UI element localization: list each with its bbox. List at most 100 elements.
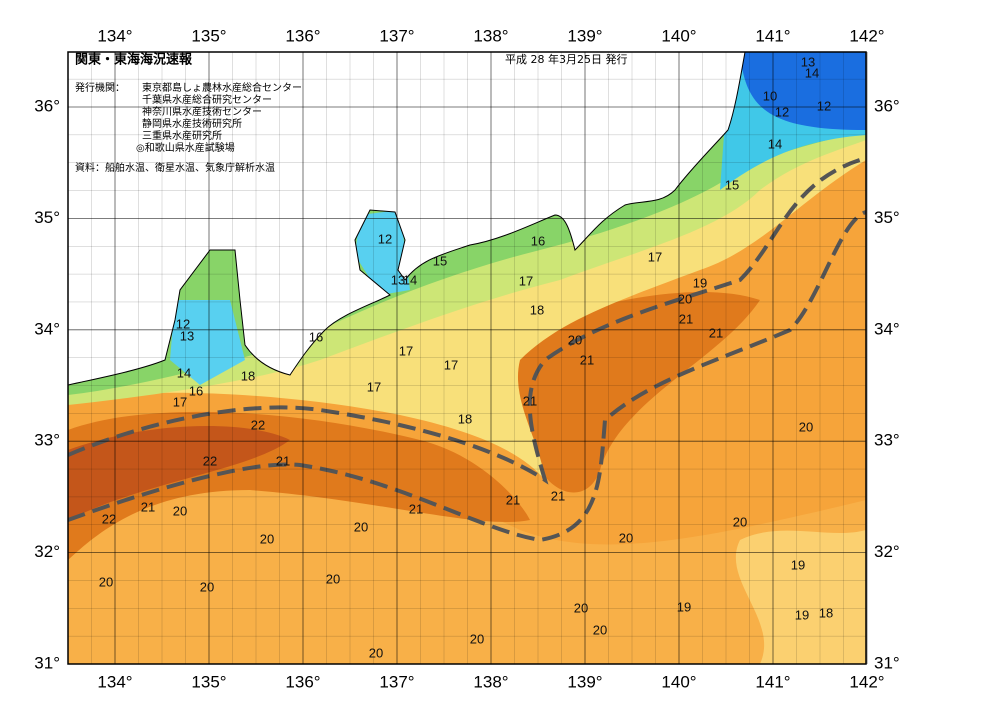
contour-label: 20	[369, 645, 383, 660]
lon-tick-label: 142°	[849, 672, 884, 691]
title: 関東・東海海況速報	[75, 52, 193, 68]
lon-tick-label: 141°	[755, 672, 790, 691]
contour-label: 20	[99, 574, 113, 589]
lon-tick-label: 140°	[661, 672, 696, 691]
contour-label: 20	[200, 579, 214, 594]
issuer: 静岡県水産技術研究所	[142, 117, 242, 130]
lat-tick-label: 31°	[34, 653, 60, 672]
contour-label: 13	[801, 54, 815, 69]
lat-tick-label: 34°	[34, 319, 60, 338]
contour-label: 20	[799, 419, 813, 434]
lon-tick-label: 139°	[567, 26, 602, 45]
bay	[355, 210, 410, 295]
lat-tick-label: 32°	[34, 542, 60, 561]
lat-tick-label: 36°	[874, 96, 900, 115]
sea-light	[735, 530, 866, 664]
contour-label: 21	[523, 393, 537, 408]
contour-label: 19	[693, 275, 707, 290]
lon-tick-label: 141°	[755, 26, 790, 45]
contour-label: 21	[409, 501, 423, 516]
lon-tick-label: 137°	[379, 672, 414, 691]
contour-label: 22	[203, 453, 217, 468]
contour-label: 18	[819, 605, 833, 620]
lon-tick-label: 142°	[849, 26, 884, 45]
contour-label: 17	[399, 343, 413, 358]
contour-label: 20	[568, 332, 582, 347]
contour-label: 21	[276, 453, 290, 468]
lon-tick-label: 137°	[379, 26, 414, 45]
contour-label: 14	[403, 272, 417, 287]
contour-label: 12	[775, 104, 789, 119]
lon-tick-label: 138°	[473, 26, 508, 45]
contour-label: 17	[519, 273, 533, 288]
contour-label: 17	[173, 394, 187, 409]
lat-tick-label: 32°	[874, 542, 900, 561]
contour-label: 20	[574, 600, 588, 615]
contour-label: 20	[173, 503, 187, 518]
sea-hot	[68, 426, 290, 520]
lat-tick-label: 33°	[34, 431, 60, 450]
issuers-label: 発行機関：	[75, 81, 125, 94]
issuer: ◎和歌山県水産試験場	[136, 141, 235, 154]
contour-label: 20	[326, 571, 340, 586]
date: 平成 28 年3月25日 発行	[505, 52, 627, 66]
contour-label: 16	[189, 383, 203, 398]
lat-tick-label: 35°	[34, 208, 60, 227]
lon-tick-label: 138°	[473, 672, 508, 691]
issuer: 東京都島しょ農林水産総合センター	[142, 81, 302, 94]
contour-label: 21	[709, 325, 723, 340]
contour-label: 15	[725, 177, 739, 192]
contour-label: 10	[763, 88, 777, 103]
contour-label: 20	[593, 622, 607, 637]
lat-tick-label: 33°	[874, 431, 900, 450]
lon-tick-label: 135°	[191, 26, 226, 45]
contour-label: 19	[677, 599, 691, 614]
issuer: 千葉県水産総合研究センター	[142, 93, 272, 106]
contour-label: 14	[805, 65, 819, 80]
contour-label: 19	[795, 607, 809, 622]
contour-label: 21	[580, 352, 594, 367]
contour-label: 17	[444, 357, 458, 372]
lon-tick-label: 134°	[97, 26, 132, 45]
lon-tick-label: 136°	[285, 26, 320, 45]
contour-label: 22	[251, 417, 265, 432]
bay	[170, 300, 245, 385]
contour-label: 16	[309, 329, 323, 344]
contour-label: 12	[817, 98, 831, 113]
contour-label: 21	[506, 492, 520, 507]
contour-label: 13	[180, 328, 194, 343]
issuer: 神奈川県水産技術センター	[142, 105, 262, 118]
contour-label: 20	[733, 514, 747, 529]
contour-label: 20	[678, 291, 692, 306]
grid	[68, 52, 868, 665]
issuer: 三重県水産研究所	[142, 129, 222, 142]
contour-label: 20	[354, 519, 368, 534]
contour-label: 22	[102, 511, 116, 526]
contour-label: 21	[551, 488, 565, 503]
sea-light	[68, 483, 866, 664]
frame	[67, 51, 867, 665]
lon-tick-label: 136°	[285, 672, 320, 691]
contour-label: 20	[260, 531, 274, 546]
kuroshio-north	[68, 156, 866, 485]
contour-label: 16	[531, 233, 545, 248]
lon-tick-label: 139°	[567, 672, 602, 691]
contour-label: 17	[648, 249, 662, 264]
lat-tick-label: 35°	[874, 208, 900, 227]
contour-label: 21	[141, 499, 155, 514]
contour-label: 12	[378, 231, 392, 246]
sea-oyashio	[740, 52, 866, 130]
contour-label: 18	[241, 368, 255, 383]
source: 資料：船舶水温、衛星水温、気象庁解析水温	[75, 161, 275, 174]
contour-label: 12	[176, 316, 190, 331]
contour-label: 18	[458, 411, 472, 426]
lat-tick-label: 31°	[874, 653, 900, 672]
contour-label: 14	[768, 136, 782, 151]
lat-tick-label: 36°	[34, 96, 60, 115]
contour-label: 21	[679, 311, 693, 326]
contour-label: 18	[530, 302, 544, 317]
lon-tick-label: 140°	[661, 26, 696, 45]
contour-label: 15	[433, 253, 447, 268]
